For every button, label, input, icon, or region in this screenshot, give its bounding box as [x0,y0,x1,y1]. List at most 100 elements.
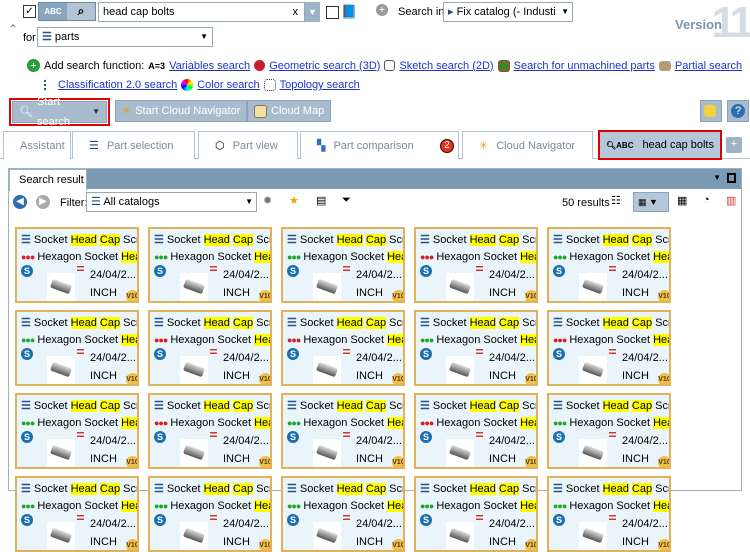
result-card[interactable]: ☰Socket Head Cap Scre ●●●Hexagon Socket … [148,393,272,469]
result-card[interactable]: ☰Socket Head Cap Scre ●●●Hexagon Socket … [547,310,671,386]
menu-icon[interactable]: ☰ [287,400,297,412]
menu-icon[interactable]: ☰ [287,483,297,495]
search-input[interactable]: head cap bolts x [98,2,305,22]
tab-cloud-navigator[interactable]: ✳ Cloud Navigator [462,131,593,159]
favorite-icon[interactable]: ★ [289,195,299,207]
menu-icon[interactable]: ☰ [553,400,563,412]
classification-search-link[interactable]: Classification 2.0 search [58,79,178,91]
result-card[interactable]: ☰Socket Head Cap Scre ●●●Hexagon Socket … [281,476,405,552]
search-result-tab[interactable]: Search result [9,169,87,191]
filter-icon[interactable]: ⏷ [342,194,351,206]
part-thumbnail[interactable] [180,439,208,467]
for-select[interactable]: ☰ parts ▼ [37,27,213,47]
part-thumbnail[interactable] [47,439,75,467]
result-card[interactable]: ☰Socket Head Cap Scre ●●●Hexagon Socket … [547,227,671,303]
book-checkbox[interactable] [326,6,339,19]
part-thumbnail[interactable] [180,273,208,301]
result-card[interactable]: ☰Socket Head Cap Scre ●●●Hexagon Socket … [281,310,405,386]
chart-icon[interactable]: ◔ [703,194,710,206]
panel-menu-icon[interactable]: ▼ [713,173,721,182]
part-thumbnail[interactable] [47,356,75,384]
part-thumbnail[interactable] [313,273,341,301]
tile-view-button[interactable]: ▦ ▼ [633,192,669,212]
cloud-map-button[interactable]: Cloud Map [247,100,332,122]
menu-icon[interactable]: ☰ [287,317,297,329]
part-thumbnail[interactable] [446,273,474,301]
menu-icon[interactable]: ☰ [154,483,164,495]
result-card[interactable]: ☰Socket Head Cap Scre ●●●Hexagon Socket … [15,476,139,552]
menu-icon[interactable]: ☰ [154,400,164,412]
sketch-search-link[interactable]: Sketch search (2D) [399,59,494,72]
menu-icon[interactable]: ☰ [553,483,563,495]
result-card[interactable]: ☰Socket Head Cap Scre ●●●Hexagon Socket … [414,393,538,469]
menu-icon[interactable]: ☰ [21,234,31,246]
geometric-search-link[interactable]: Geometric search (3D) [269,59,381,72]
forward-icon[interactable]: ▶ [36,195,50,209]
list-view-icon[interactable]: ☷ [611,195,621,207]
result-card[interactable]: ☰Socket Head Cap Scre ●●●Hexagon Socket … [414,310,538,386]
help-button[interactable]: ? [727,100,749,122]
topology-search-link[interactable]: Topology search [279,79,360,91]
settings-gear-icon[interactable]: ✹ [263,195,273,207]
search-mode-toggle[interactable]: ABC ⌕ [38,2,96,21]
menu-icon[interactable]: ☰ [420,317,430,329]
menu-icon[interactable]: ☰ [420,483,430,495]
abc-mode[interactable]: ABC [44,7,62,16]
color-grid-icon[interactable]: ▥ [726,195,737,207]
catalog-select[interactable]: ▸ Fix catalog (- Industi ▼ [443,2,573,22]
menu-icon[interactable]: ☰ [420,400,430,412]
menu-icon[interactable]: ☰ [21,483,31,495]
unmachined-search-link[interactable]: Search for unmachined parts [513,59,655,72]
result-card[interactable]: ☰Socket Head Cap Scre ●●●Hexagon Socket … [414,476,538,552]
part-thumbnail[interactable] [446,439,474,467]
menu-icon[interactable]: ☰ [553,234,563,246]
part-thumbnail[interactable] [47,273,75,301]
menu-icon[interactable]: ☰ [420,234,430,246]
tab-part-view[interactable]: ⬡ Part view [198,131,298,159]
result-card[interactable]: ☰Socket Head Cap Scre ●●●Hexagon Socket … [148,227,272,303]
chevron-down-icon[interactable]: ▼ [92,107,100,116]
result-card[interactable]: ☰Socket Head Cap Scre ●●●Hexagon Socket … [547,476,671,552]
part-thumbnail[interactable] [180,522,208,550]
start-search-button[interactable]: 🔍︎ Start search ▼ [12,96,107,128]
menu-icon[interactable]: ☰ [154,317,164,329]
menu-icon[interactable]: ☰ [21,317,31,329]
back-icon[interactable]: ◀ [13,195,27,209]
part-thumbnail[interactable] [446,522,474,550]
search-history-dropdown[interactable]: ▼ [305,2,320,22]
clear-button[interactable]: x [292,6,299,18]
part-thumbnail[interactable] [579,273,607,301]
result-card[interactable]: ☰Socket Head Cap Scre ●●●Hexagon Socket … [148,310,272,386]
menu-icon[interactable]: ☰ [154,234,164,246]
plus-icon[interactable]: + [376,4,388,16]
menu-icon[interactable]: ☰ [21,400,31,412]
tab-part-selection[interactable]: ☰ Part selection [72,131,195,159]
part-thumbnail[interactable] [579,356,607,384]
save-icon[interactable]: ▤ [316,195,327,207]
color-search-link[interactable]: Color search [197,79,260,91]
tab-search-head-cap-bolts[interactable]: 🔍︎ABC head cap bolts [598,130,722,160]
part-thumbnail[interactable] [180,356,208,384]
settings-menu-button[interactable] [700,100,722,122]
part-thumbnail[interactable] [579,439,607,467]
part-thumbnail[interactable] [47,522,75,550]
result-card[interactable]: ☰Socket Head Cap Scre ●●●Hexagon Socket … [414,227,538,303]
part-thumbnail[interactable] [579,522,607,550]
result-card[interactable]: ☰Socket Head Cap Scre ●●●Hexagon Socket … [547,393,671,469]
result-card[interactable]: ☰Socket Head Cap Scre ●●●Hexagon Socket … [281,227,405,303]
magnifier-icon[interactable]: ⌕ [67,3,95,20]
menu-icon[interactable]: ☰ [287,234,297,246]
part-thumbnail[interactable] [313,356,341,384]
tab-assistant[interactable]: Assistant [3,131,71,159]
maximize-icon[interactable] [727,173,736,183]
partial-search-link[interactable]: Partial search [674,59,743,72]
result-card[interactable]: ☰Socket Head Cap Scre ●●●Hexagon Socket … [15,393,139,469]
result-card[interactable]: ☰Socket Head Cap Scre ●●●Hexagon Socket … [148,476,272,552]
collapse-icon[interactable]: ⌃ [8,22,19,36]
result-card[interactable]: ☰Socket Head Cap Scre ●●●Hexagon Socket … [15,310,139,386]
part-thumbnail[interactable] [313,439,341,467]
search-checkbox[interactable]: ✓ [23,5,36,18]
add-tab-button[interactable]: + [726,137,742,153]
table-view-icon[interactable]: ▦ [677,195,688,207]
result-card[interactable]: ☰Socket Head Cap Scre ●●●Hexagon Socket … [281,393,405,469]
